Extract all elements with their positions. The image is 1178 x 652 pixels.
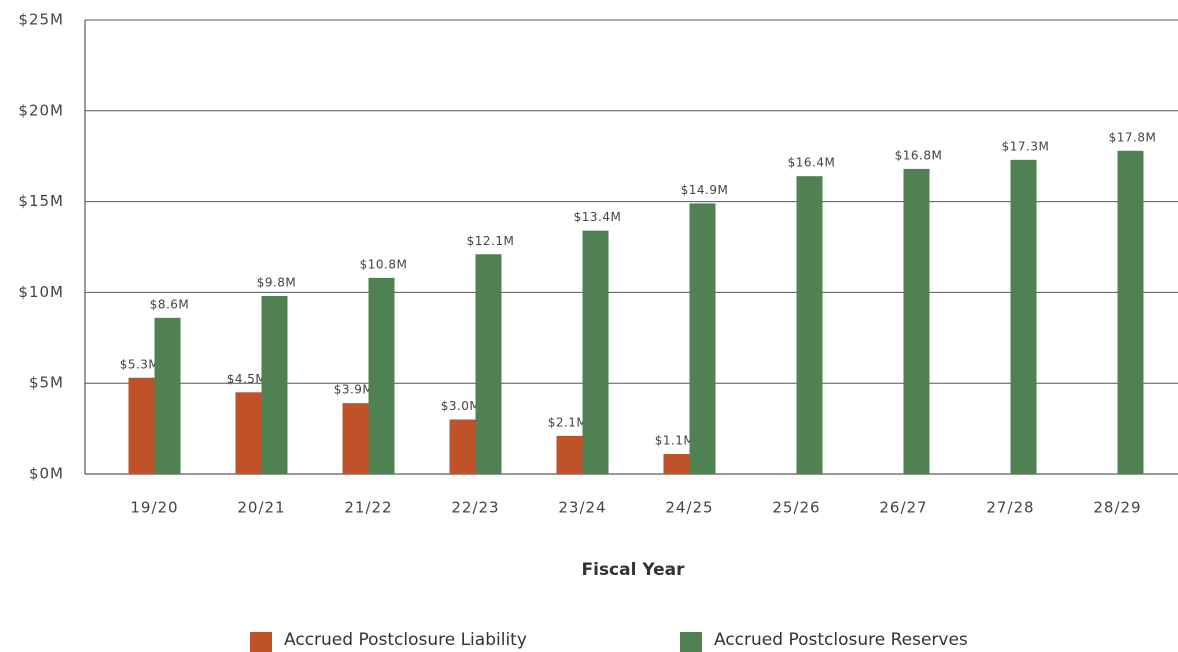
x-tick-label: 27/28 [986,499,1034,517]
bar [261,296,288,474]
bar [689,203,716,474]
value-label: $13.4M [574,210,622,224]
value-label: $14.9M [681,183,729,197]
value-label: $9.8M [257,276,297,290]
x-tick-label: 28/29 [1093,499,1141,517]
value-label: $12.1M [467,234,515,248]
value-label: $4.5M [227,372,267,386]
y-tick-label: $15M [18,192,64,210]
bar [1010,159,1037,474]
bar [1117,150,1144,474]
x-tick-label: 21/22 [344,499,392,517]
y-tick-label: $5M [29,374,64,392]
bar [128,377,155,474]
value-label: $16.8M [895,148,943,162]
value-label: $16.4M [788,156,836,170]
legend-label: Accrued Postclosure Liability [284,630,527,650]
x-tick-label: 23/24 [558,499,606,517]
legend-label: Accrued Postclosure Reserves [714,630,968,650]
value-label: $5.3M [120,357,160,371]
bar [235,392,262,474]
x-tick-label: 22/23 [451,499,499,517]
value-label: $3.9M [334,383,374,397]
value-label: $10.8M [360,257,408,271]
value-label: $8.6M [150,297,190,311]
value-label: $1.1M [655,434,695,448]
legend-swatch [680,632,702,652]
x-tick-label: 25/26 [772,499,820,517]
bar [796,176,823,474]
bar [154,317,181,474]
x-tick-label: 20/21 [237,499,285,517]
x-tick-label: 24/25 [665,499,713,517]
y-tick-label: $0M [29,465,64,483]
value-label: $17.8M [1109,130,1157,144]
y-tick-label: $20M [18,101,64,119]
bar [556,435,583,474]
bar [368,277,395,474]
legend-swatch [250,632,272,652]
bar [903,168,930,475]
bar [663,454,690,474]
bar [449,419,476,474]
y-tick-label: $10M [18,283,64,301]
value-label: $2.1M [548,415,588,429]
bar [342,403,369,474]
value-label: $3.0M [441,399,481,413]
bar [475,254,502,474]
x-axis-title: Fiscal Year [582,560,686,580]
value-label: $17.3M [1002,139,1050,153]
x-tick-label: 26/27 [879,499,927,517]
y-tick-label: $25M [18,11,64,29]
bar [582,230,609,474]
x-tick-label: 19/20 [130,499,178,517]
